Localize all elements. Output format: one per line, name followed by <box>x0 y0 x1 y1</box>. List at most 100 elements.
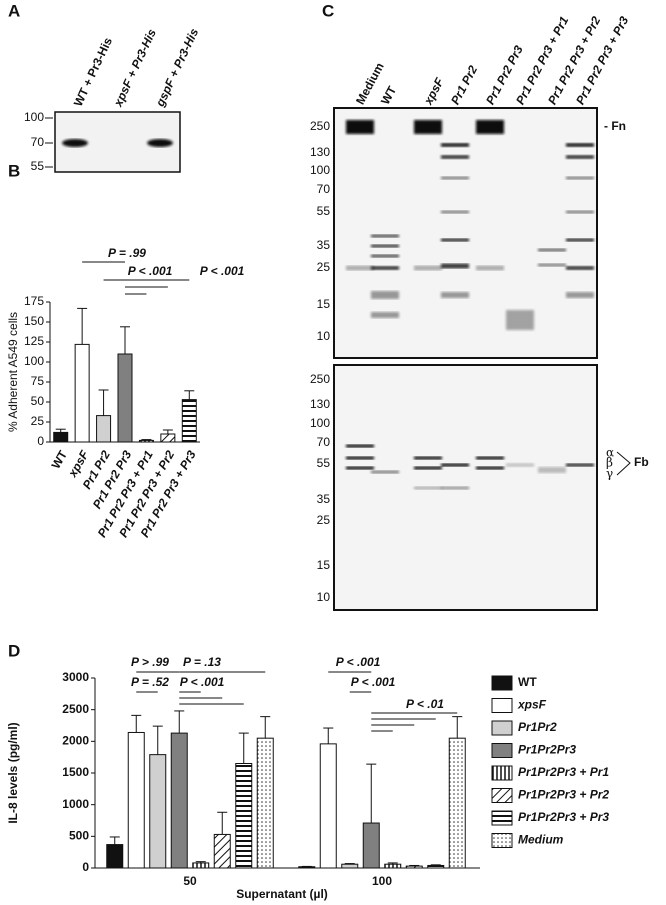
legend-swatch <box>491 743 513 758</box>
band <box>441 155 469 159</box>
lane-label: xpsF <box>421 75 447 108</box>
legend-swatch <box>491 788 513 803</box>
bar <box>53 431 69 443</box>
marker-label: 100 <box>310 416 330 430</box>
bar <box>181 399 197 443</box>
y-tick-label: 500 <box>69 829 89 843</box>
band <box>566 143 594 147</box>
band <box>371 470 399 474</box>
marker-label: 130 <box>310 397 330 411</box>
annotation: P = .99 <box>108 246 146 260</box>
band <box>476 466 504 470</box>
legend-swatch <box>491 810 513 826</box>
bar <box>384 863 402 869</box>
band <box>371 254 399 258</box>
annotation: P < .001 <box>128 264 173 278</box>
marker-label: 55 <box>31 159 45 173</box>
panel-label: B <box>8 161 20 180</box>
band <box>441 238 469 242</box>
bar <box>160 433 176 443</box>
y-tick-label: 1500 <box>62 765 89 779</box>
marker-label: 250 <box>310 372 330 386</box>
chain-label: α <box>606 446 614 460</box>
chain-label: γ <box>606 467 613 481</box>
y-tick-label: 125 <box>24 334 44 348</box>
annotation: P < .001 <box>351 675 396 689</box>
y-tick-label: 175 <box>24 294 44 308</box>
band <box>346 466 374 470</box>
legend-label: Medium <box>518 833 564 847</box>
band <box>538 467 566 473</box>
band <box>566 463 594 467</box>
marker-label: 25 <box>317 260 331 274</box>
band <box>414 120 442 134</box>
band <box>476 265 504 271</box>
band <box>476 120 504 134</box>
band <box>414 466 442 470</box>
band <box>346 444 374 448</box>
y-tick-label: 50 <box>31 394 45 408</box>
marker-label: 15 <box>317 297 331 311</box>
bar <box>405 865 423 869</box>
band <box>566 266 594 270</box>
bar <box>127 731 145 869</box>
band <box>441 463 469 467</box>
band <box>476 456 504 460</box>
marker-label: 15 <box>317 558 331 572</box>
y-tick-label: 1000 <box>62 797 89 811</box>
bar <box>138 439 154 443</box>
band <box>441 176 469 180</box>
marker-label: 35 <box>317 238 331 252</box>
bar <box>74 343 90 443</box>
bar <box>170 732 188 869</box>
legend-swatch <box>491 765 513 781</box>
annotation: P < .01 <box>406 697 444 711</box>
marker-label: 55 <box>317 456 331 470</box>
y-tick-label: 25 <box>31 414 45 428</box>
y-tick-label: 3000 <box>62 670 89 684</box>
y-axis-title: % Adherent A549 cells <box>6 312 20 432</box>
bar <box>298 866 316 869</box>
bar <box>213 833 231 869</box>
legend-swatch <box>491 675 513 691</box>
y-axis-title: IL-8 levels (pg/ml) <box>6 722 20 823</box>
band <box>566 238 594 242</box>
lane-label: gspF + Pr3-His <box>152 26 201 110</box>
y-tick-label: 75 <box>31 374 45 388</box>
annotation: P < .001 <box>180 675 225 689</box>
marker-label: 70 <box>317 182 331 196</box>
marker-label: 70 <box>317 435 331 449</box>
lane-label: WT + Pr3-His <box>71 35 115 109</box>
bar <box>117 353 133 443</box>
band <box>147 139 173 147</box>
bar <box>319 743 337 869</box>
bar <box>149 754 167 869</box>
marker-label: 130 <box>310 145 330 159</box>
panel-label: C <box>322 1 334 20</box>
band <box>566 210 594 214</box>
y-tick-label: 2000 <box>62 734 89 748</box>
lane-label: WT <box>378 83 399 107</box>
marker-label: 100 <box>24 110 44 124</box>
band <box>371 312 399 318</box>
legend-label: Pr1Pr2Pr3 <box>518 743 576 757</box>
band-label: Fb <box>634 455 649 469</box>
bar <box>235 763 253 869</box>
legend-swatch <box>491 833 513 848</box>
panel-label: A <box>8 1 20 20</box>
brace <box>616 451 631 476</box>
x-tick-label: 100 <box>372 874 392 888</box>
band <box>346 456 374 460</box>
band <box>371 266 399 270</box>
band <box>371 244 399 248</box>
bar <box>96 415 112 443</box>
marker-label: 10 <box>317 590 331 604</box>
bar <box>362 822 380 869</box>
band <box>414 265 442 271</box>
y-tick-label: 150 <box>24 314 44 328</box>
legend-label: Pr1Pr2Pr3 + Pr2 <box>518 788 609 802</box>
legend-label: xpsF <box>517 698 547 712</box>
legend-label: Pr1Pr2Pr3 + Pr3 <box>518 810 609 824</box>
band <box>346 120 374 134</box>
